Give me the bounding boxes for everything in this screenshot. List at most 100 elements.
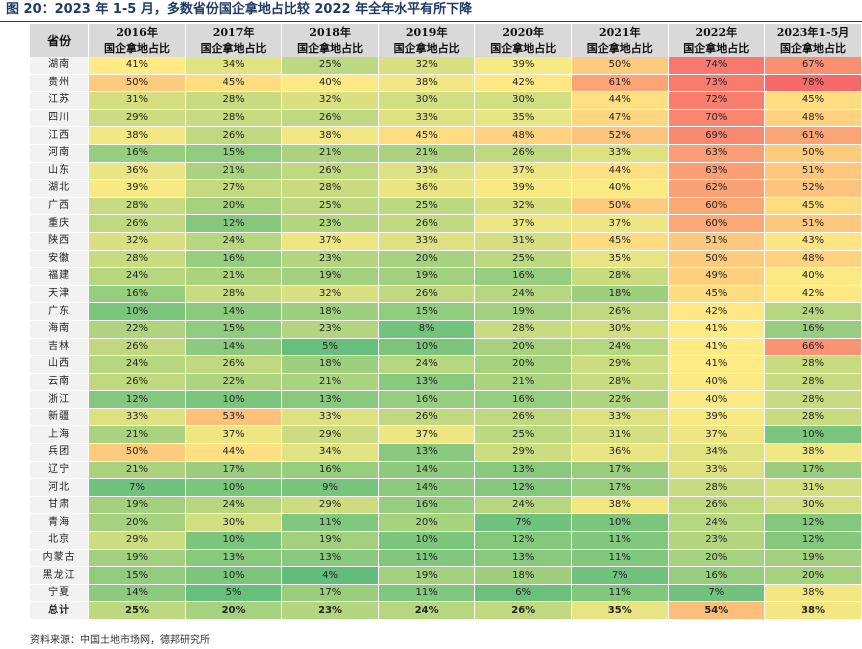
value-cell: 28% <box>764 373 862 392</box>
value-cell: 40% <box>571 179 669 198</box>
value-cell: 23% <box>281 214 379 233</box>
total-value-cell: 23% <box>281 601 379 620</box>
metric-label: 国企拿地占比 <box>780 41 847 55</box>
value-cell: 33% <box>281 408 379 427</box>
value-cell: 33% <box>571 408 669 427</box>
value-cell: 21% <box>88 461 186 480</box>
table-row: 安徽 28% 16% 23% 20% 25% 35% 50% 48% <box>30 250 862 269</box>
value-cell: 14% <box>88 584 186 603</box>
value-cell: 31% <box>571 425 669 445</box>
province-cell: 广西 <box>30 197 90 216</box>
table-header: 省份 2016年 国企拿地占比 2017年 国企拿地占比 2018年 国企拿地占比 2019… <box>30 24 862 57</box>
value-cell: 53% <box>185 408 283 427</box>
metric-label: 国企拿地占比 <box>490 41 557 55</box>
value-cell: 32% <box>474 197 572 216</box>
province-cell: 江苏 <box>30 91 90 110</box>
value-cell: 37% <box>571 214 669 233</box>
table-row: 新疆 33% 53% 33% 26% 26% 33% 39% 28% <box>30 408 862 427</box>
value-cell: 16% <box>281 461 379 480</box>
value-cell: 32% <box>378 57 476 75</box>
value-cell: 10% <box>88 302 186 321</box>
year-header: 2017年 国企拿地占比 <box>185 24 283 57</box>
total-value-cell: 35% <box>571 601 669 620</box>
province-cell: 天津 <box>30 285 90 304</box>
table-row: 甘肃 19% 24% 29% 16% 24% 38% 26% 30% <box>30 496 862 515</box>
value-cell: 24% <box>764 302 862 321</box>
value-cell: 26% <box>281 109 379 128</box>
province-cell: 黑龙江 <box>30 566 90 585</box>
table-row: 黑龙江 15% 10% 4% 19% 18% 7% 16% 20% <box>30 566 862 585</box>
value-cell: 17% <box>571 461 669 480</box>
metric-label: 国企拿地占比 <box>297 41 364 55</box>
value-cell: 50% <box>668 250 766 269</box>
value-cell: 19% <box>88 549 186 568</box>
total-value-cell: 25% <box>88 601 186 620</box>
metric-label: 国企拿地占比 <box>393 41 460 55</box>
value-cell: 15% <box>378 302 476 321</box>
value-cell: 37% <box>474 162 572 181</box>
value-cell: 37% <box>378 425 476 445</box>
value-cell: 24% <box>571 338 669 357</box>
value-cell: 30% <box>474 91 572 110</box>
total-row: 总计 25% 20% 23% 24% 26% 35% 54% 38% <box>30 601 862 620</box>
value-cell: 30% <box>571 320 669 339</box>
table-row: 内蒙古 19% 13% 13% 11% 13% 11% 20% 19% <box>30 549 862 568</box>
value-cell: 34% <box>668 443 766 462</box>
value-cell: 39% <box>474 179 572 198</box>
value-cell: 36% <box>378 179 476 198</box>
value-cell: 24% <box>88 267 186 286</box>
value-cell: 18% <box>281 302 379 321</box>
value-cell: 38% <box>281 126 379 145</box>
total-value-cell: 24% <box>378 601 476 620</box>
province-cell: 广东 <box>30 302 90 321</box>
province-cell: 陕西 <box>30 232 90 251</box>
value-cell: 38% <box>764 584 862 603</box>
table-row: 重庆 26% 12% 23% 26% 37% 37% 60% 51% <box>30 214 862 233</box>
province-cell: 湖南 <box>30 57 90 75</box>
value-cell: 28% <box>185 109 283 128</box>
value-cell: 45% <box>764 91 862 110</box>
value-cell: 67% <box>764 57 862 75</box>
province-cell: 浙江 <box>30 390 90 409</box>
value-cell: 25% <box>474 425 572 445</box>
value-cell: 13% <box>281 390 379 409</box>
table-row: 兵团 50% 44% 34% 13% 29% 36% 34% 38% <box>30 443 862 462</box>
province-header-label: 省份 <box>47 33 72 48</box>
total-value-cell: 26% <box>474 601 572 620</box>
table-body: 湖南 41% 34% 25% 32% 39% 50% 74% 67% 贵州 50% 45% 40% 38%… <box>30 57 862 620</box>
province-cell: 海南 <box>30 320 90 339</box>
value-cell: 32% <box>88 232 186 251</box>
source-note: 资料来源：中国土地市场网，德邦研究所 <box>30 635 210 646</box>
figure-title: 图 20：2023 年 1-5 月，多数省份国企拿地占比较 2022 年全年水平… <box>6 2 473 17</box>
value-cell: 25% <box>474 250 572 269</box>
table-row: 陕西 32% 24% 37% 33% 31% 45% 51% 43% <box>30 232 862 251</box>
value-cell: 21% <box>185 267 283 286</box>
value-cell: 52% <box>571 126 669 145</box>
value-cell: 61% <box>764 126 862 145</box>
table-row: 河北 7% 10% 9% 14% 12% 17% 28% 31% <box>30 478 862 497</box>
value-cell: 25% <box>281 57 379 75</box>
value-cell: 63% <box>668 144 766 163</box>
value-cell: 19% <box>764 549 862 568</box>
value-cell: 31% <box>474 232 572 251</box>
value-cell: 72% <box>668 91 766 110</box>
value-cell: 37% <box>281 232 379 251</box>
province-cell: 重庆 <box>30 214 90 233</box>
land-share-table: 省份 2016年 国企拿地占比 2017年 国企拿地占比 2018年 国企拿地占比 2019… <box>30 24 862 620</box>
value-cell: 33% <box>378 232 476 251</box>
value-cell: 29% <box>281 496 379 515</box>
year-header: 2018年 国企拿地占比 <box>281 24 379 57</box>
value-cell: 7% <box>571 566 669 585</box>
table-row: 河南 16% 15% 21% 21% 26% 33% 63% 50% <box>30 144 862 163</box>
value-cell: 14% <box>378 478 476 497</box>
value-cell: 12% <box>764 513 862 533</box>
province-cell: 贵州 <box>30 74 90 93</box>
table-row: 北京 29% 10% 19% 10% 12% 11% 23% 12% <box>30 531 862 550</box>
value-cell: 69% <box>668 126 766 145</box>
value-cell: 20% <box>378 513 476 533</box>
value-cell: 7% <box>668 584 766 603</box>
year-label: 2022年 <box>695 25 738 39</box>
value-cell: 49% <box>668 267 766 286</box>
value-cell: 19% <box>378 267 476 286</box>
value-cell: 62% <box>668 179 766 198</box>
